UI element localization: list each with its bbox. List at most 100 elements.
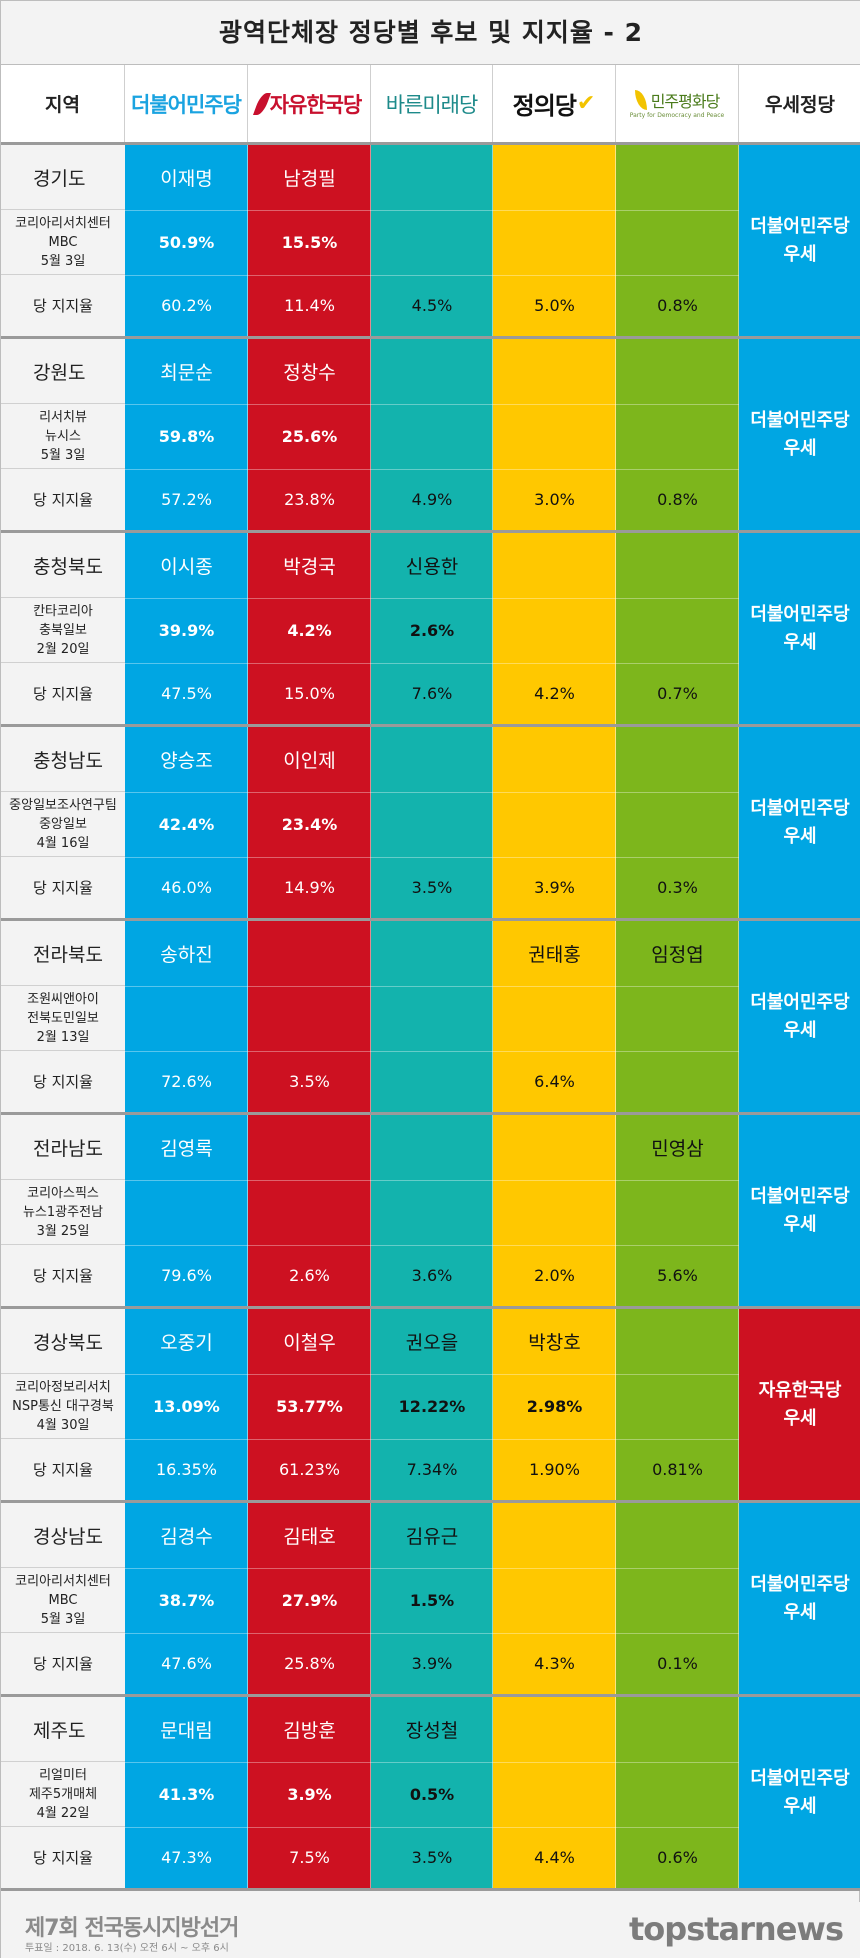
party-column-jus: [493, 533, 616, 724]
party-column-pdp: [616, 533, 739, 724]
row-divider: [125, 1051, 739, 1052]
region-separator: [1, 1112, 860, 1115]
row-divider: [125, 857, 739, 858]
candidate-poll: 50.9%: [158, 233, 215, 252]
party-column-dem: [125, 1697, 248, 1888]
party-column-lkp: [248, 1503, 371, 1694]
poll-source-line: 2월 20일: [36, 641, 90, 657]
candidate-name: [616, 533, 739, 598]
party-support-value: 0.8%: [657, 490, 698, 509]
party-column-bar: [371, 145, 493, 336]
region-separator: [1, 530, 860, 533]
candidate-name: 김유근: [405, 1526, 459, 1548]
footer-subtitle: 투표일 : 2018. 6. 13(수) 오전 6시 ~ 오후 6시: [25, 1943, 229, 1954]
party-column-pdp: [616, 727, 739, 918]
party-column-dem: [125, 727, 248, 918]
poll-source-line: 뉴스1광주전남: [22, 1204, 104, 1220]
leading-party: 더불어민주당 우세: [739, 1115, 860, 1306]
party-support-value: 3.5%: [289, 1072, 330, 1091]
poll-source-line: 2월 13일: [36, 1029, 90, 1045]
header-party-pdp: 민주평화당 Party for Democracy and Peace: [616, 65, 739, 142]
region-separator: [1, 1306, 860, 1309]
pdp-logo: 민주평화당: [650, 92, 721, 111]
leading-party: 더불어민주당 우세: [739, 533, 860, 724]
region-block: 전라남도 코리아스픽스 뉴스1광주전남 3월 25일 당 지지율 김영록 79.6% 2.6%…: [1, 1115, 860, 1309]
page-title: 광역단체장 정당별 후보 및 지지율 - 2: [1, 1, 860, 65]
leading-party-line: 더불어민주당: [750, 409, 850, 431]
leading-party-line: 우세: [783, 1795, 817, 1817]
poll-source-line: 리서치뷰: [39, 409, 87, 425]
party-column-lkp: [248, 727, 371, 918]
row-divider: [125, 1568, 739, 1569]
party-support-label: 당 지지율: [1, 1439, 125, 1500]
torch-icon: [252, 92, 271, 115]
candidate-name: [248, 921, 371, 986]
candidate-name: 신용한: [405, 556, 459, 578]
party-support-label: 당 지지율: [1, 857, 125, 918]
candidate-name: [371, 339, 493, 404]
candidate-poll: [616, 792, 739, 857]
candidate-poll: [616, 598, 739, 663]
leading-party-line: 우세: [783, 1213, 817, 1235]
poll-source-line: 충북일보: [39, 622, 87, 638]
poll-source-line: 4월 22일: [36, 1805, 90, 1821]
poll-source: 리얼미터 제주5개매체 4월 22일: [1, 1762, 125, 1827]
party-support-value: 0.6%: [657, 1848, 698, 1867]
party-support-value: 3.6%: [411, 1266, 453, 1285]
party-support-value: 16.35%: [155, 1460, 217, 1479]
candidate-name: [616, 1309, 739, 1374]
row-divider: [125, 469, 739, 470]
poll-source-line: 5월 3일: [40, 447, 86, 463]
party-support-value: 3.9%: [534, 878, 575, 897]
poll-source-line: 코리아리서치센터: [15, 1573, 111, 1589]
party-column-lkp: [248, 1115, 371, 1306]
candidate-poll: 42.4%: [158, 815, 215, 834]
party-column-bar: [371, 533, 493, 724]
party-support-value: 4.5%: [411, 296, 453, 315]
region-name: 제주도: [1, 1697, 125, 1762]
party-column-bar: [371, 1309, 493, 1500]
candidate-name: 송하진: [160, 944, 213, 966]
header-party-lkp: 자유한국당: [248, 65, 371, 142]
party-column-lkp: [248, 145, 371, 336]
poll-source-line: 리얼미터: [39, 1767, 87, 1783]
row-divider: [125, 792, 739, 793]
row-divider: [125, 1374, 739, 1375]
leading-party-line: 우세: [783, 825, 817, 847]
region-block: 경기도 코리아리서치센터 MBC 5월 3일 당 지지율 이재명 50.9% 60.2% 남경필…: [1, 145, 860, 339]
party-support-value: 61.23%: [278, 1460, 340, 1479]
candidate-poll: [493, 986, 616, 1051]
party-column-bar: [371, 1115, 493, 1306]
party-support-value: 3.5%: [411, 878, 453, 897]
candidate-poll: 41.3%: [158, 1785, 215, 1804]
party-support-value: 14.9%: [284, 878, 335, 897]
lkp-logo: 자유한국당: [269, 92, 363, 117]
region-separator: [1, 724, 860, 727]
candidate-name: 문대림: [160, 1720, 213, 1742]
candidate-poll: 39.9%: [158, 621, 215, 640]
header-party-dem: 더불어민주당: [125, 65, 248, 142]
candidate-poll: [371, 986, 493, 1051]
poll-source: 코리아정보리서치 NSP통신 대구경북 4월 30일: [1, 1374, 125, 1439]
candidate-name: [493, 1697, 616, 1762]
candidate-poll: [616, 210, 739, 275]
row-divider: [125, 1439, 739, 1440]
party-column-pdp: [616, 1503, 739, 1694]
party-support-value: 1.90%: [529, 1460, 580, 1479]
party-column-lkp: [248, 1309, 371, 1500]
party-column-jus: [493, 921, 616, 1112]
candidate-name: 오중기: [160, 1332, 213, 1354]
party-support-value: 60.2%: [161, 296, 212, 315]
region-block: 충청북도 칸타코리아 충북일보 2월 20일 당 지지율 이시종 39.9% 47.5% 박경국…: [1, 533, 860, 727]
candidate-name: 양승조: [160, 750, 213, 772]
region-block: 전라북도 조원씨앤아이 전북도민일보 2월 13일 당 지지율 송하진 72.6% 3.5% 권…: [1, 921, 860, 1115]
candidate-name: 최문순: [160, 362, 213, 384]
candidate-poll: 12.22%: [398, 1397, 466, 1416]
candidate-poll: [493, 1762, 616, 1827]
candidate-poll: 59.8%: [158, 427, 215, 446]
poll-source-line: 조원씨앤아이: [27, 991, 99, 1007]
poll-source: 칸타코리아 충북일보 2월 20일: [1, 598, 125, 663]
leading-party: 더불어민주당 우세: [739, 1503, 860, 1694]
party-column-bar: [371, 921, 493, 1112]
candidate-poll: [616, 1568, 739, 1633]
